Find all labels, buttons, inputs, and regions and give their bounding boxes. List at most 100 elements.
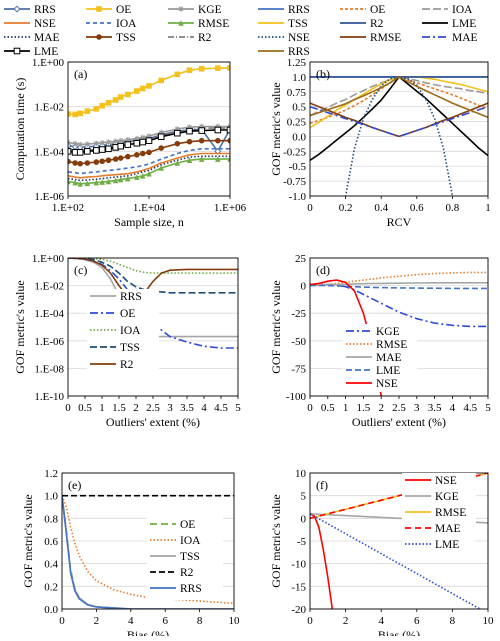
panel-3: 1.E+00 1.E-02 1.E-04 1.E-06 1.E-08 1.E-100 0.5…: [13, 253, 241, 429]
legend-label: R2: [180, 567, 194, 579]
y-tick-label: 0.8: [44, 513, 58, 525]
data-point-tss: [215, 137, 221, 144]
legend-a: RRS OE KGE NSE IOA RMSE MAE TSS R2 LME: [4, 4, 229, 58]
data-point-tss: [84, 160, 91, 166]
series-group: [62, 494, 234, 609]
data-point-lme: [105, 145, 112, 153]
y-tick-label: -15: [291, 581, 306, 593]
x-tick-label: 4: [128, 615, 134, 627]
data-point-tss: [134, 151, 140, 158]
legend-label: OE: [370, 4, 385, 16]
y-tick-label: -10: [291, 559, 306, 571]
legend-label: R2: [198, 32, 212, 44]
x-tick-label: 0.6: [410, 202, 424, 214]
data-point-kge: [198, 123, 205, 130]
x-tick-label: 6: [162, 615, 168, 627]
x-axis-label: Outliers' extent (%): [106, 415, 200, 429]
data-point-rmse: [198, 156, 205, 162]
data-point-kge: [134, 135, 140, 142]
x-axis-label: Bias (%): [378, 628, 420, 636]
y-axis-label: GOF metric's value: [21, 494, 35, 587]
data-point-oe: [134, 88, 140, 94]
x-tick-label: 10: [483, 615, 495, 627]
y-tick-label: 1.0: [292, 72, 306, 84]
data-point-rmse: [146, 170, 152, 177]
data-point-kge: [215, 123, 221, 130]
data-point-kge: [84, 141, 91, 147]
x-tick-label: 1.E+04: [133, 202, 166, 214]
legend-label: IOA: [180, 535, 201, 547]
data-point-oe: [68, 111, 71, 117]
legend-marker-lme: [13, 47, 21, 55]
x-tick-label: 4: [378, 615, 384, 627]
data-point-rmse: [227, 156, 230, 162]
legend-label: RRS: [180, 583, 202, 595]
data-point-rmse: [125, 175, 131, 182]
y-tick-label: 0.2: [44, 581, 58, 593]
data-point-tss: [186, 138, 193, 145]
legend-marker-rmse: [178, 20, 184, 26]
legend-label: R2: [370, 18, 384, 30]
data-point-lme: [145, 137, 153, 144]
legend-label: RMSE: [198, 18, 229, 30]
y-tick-label: -0.5: [289, 161, 307, 173]
data-point-oe: [77, 110, 83, 117]
data-point-oe: [99, 102, 106, 109]
x-tick-label: 0: [65, 402, 71, 414]
y-tick-label: 0.75: [287, 87, 307, 99]
data-point-rmse: [139, 173, 146, 179]
series-line-mae: [68, 155, 230, 182]
data-point-lme: [198, 127, 205, 134]
data-point-rmse: [68, 178, 71, 185]
data-point-kge: [72, 140, 78, 147]
series-line-nse: [68, 152, 230, 179]
x-tick-label: 2.5: [146, 402, 160, 414]
legend-label: NSE: [34, 18, 56, 30]
series-line-nse: [310, 513, 334, 609]
legend-label: RMSE: [370, 32, 401, 44]
plot-frame: [67, 257, 239, 397]
y-tick-label: 1.E+00: [32, 253, 65, 265]
series-line-rrs: [310, 75, 488, 119]
data-point-lme: [68, 148, 72, 155]
legend-label: IOA: [120, 325, 141, 337]
data-point-rmse: [215, 156, 221, 162]
y-tick-label: 0.4: [44, 559, 58, 571]
panel-1: 1.E+00 1.E-02 1.E-04 1.E-061.E+02 1.E+04 1.E+…: [13, 57, 247, 229]
x-axis-label: Outliers' extent (%): [352, 415, 446, 429]
data-point-kge: [146, 133, 152, 139]
y-tick-label: 0.5: [292, 102, 306, 114]
data-point-oe: [84, 108, 91, 114]
data-point-kge: [112, 138, 119, 145]
data-point-lme: [139, 138, 147, 146]
data-point-oe: [227, 64, 230, 71]
legend-label: RMSE: [376, 339, 407, 351]
y-tick-label: 5: [301, 491, 307, 503]
legend-label: IOA: [116, 18, 137, 30]
series-line-mae: [310, 105, 488, 138]
legend-marker-tss: [96, 34, 102, 40]
series-group: [68, 64, 230, 187]
data-point-tss: [174, 140, 181, 147]
data-point-lme: [133, 139, 141, 147]
x-tick-label: 0.2: [339, 202, 353, 214]
x-tick-label: 3.5: [180, 402, 194, 414]
data-point-rmse: [84, 180, 91, 187]
x-tick-label: 1.5: [357, 402, 371, 414]
data-point-lme: [186, 127, 193, 135]
y-tick-label: 1.0: [44, 491, 58, 503]
legend-label: LME: [452, 18, 476, 30]
data-point-rmse: [105, 178, 112, 185]
x-tick-label: 4: [201, 402, 207, 414]
legend-label: NSE: [288, 32, 310, 44]
y-tick-label: 0.0: [292, 131, 306, 143]
x-tick-label: 0.4: [374, 202, 388, 214]
data-point-tss: [99, 158, 106, 165]
data-point-tss: [105, 157, 112, 164]
y-tick-label: -0.25: [283, 146, 306, 158]
legend-label: KGE: [435, 491, 459, 503]
data-point-kge: [139, 134, 146, 141]
